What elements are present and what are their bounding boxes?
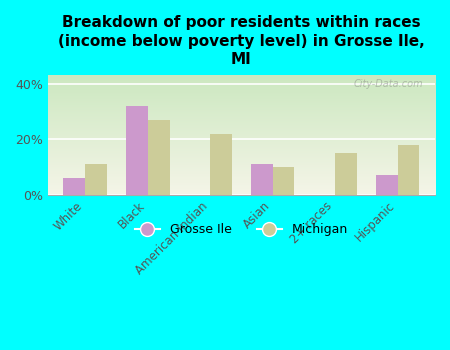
Text: City-Data.com: City-Data.com xyxy=(354,79,423,89)
Legend: Grosse Ile, Michigan: Grosse Ile, Michigan xyxy=(130,218,353,241)
Bar xyxy=(210,134,232,195)
Bar xyxy=(397,145,419,195)
Bar xyxy=(335,153,357,195)
Bar xyxy=(376,175,397,195)
Bar xyxy=(251,164,273,195)
Bar xyxy=(148,120,170,195)
Bar xyxy=(273,167,294,195)
Bar xyxy=(63,178,85,195)
Bar xyxy=(85,164,107,195)
Bar xyxy=(126,106,148,195)
Title: Breakdown of poor residents within races
(income below poverty level) in Grosse : Breakdown of poor residents within races… xyxy=(58,15,425,67)
